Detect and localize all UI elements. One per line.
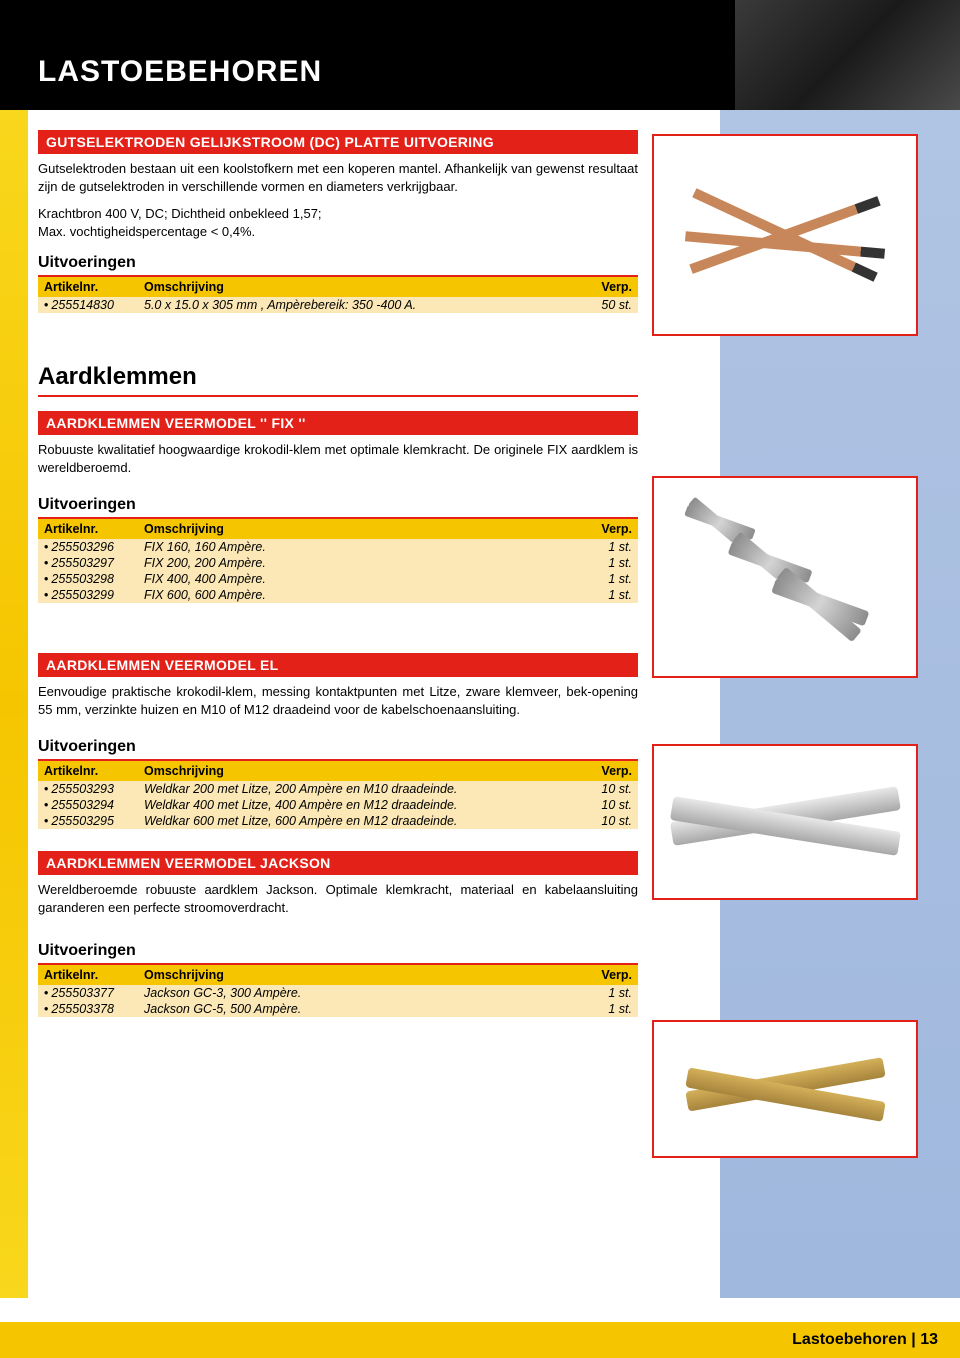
table-row: •255503297 FIX 200, 200 Ampère. 1 st. bbox=[38, 555, 638, 571]
cell-desc: Weldkar 600 met Litze, 600 Ampère en M12… bbox=[144, 814, 572, 828]
header-verp: Verp. bbox=[572, 968, 632, 982]
cell-desc: FIX 200, 200 Ampère. bbox=[144, 556, 572, 570]
cell-desc: Weldkar 400 met Litze, 400 Ampère en M12… bbox=[144, 798, 572, 812]
cell-verp: 1 st. bbox=[572, 540, 632, 554]
table-header: Artikelnr. Omschrijving Verp. bbox=[38, 519, 638, 539]
cell-verp: 50 st. bbox=[572, 298, 632, 312]
header-verp: Verp. bbox=[572, 764, 632, 778]
table-row: •255503298 FIX 400, 400 Ampère. 1 st. bbox=[38, 571, 638, 587]
cell-verp: 10 st. bbox=[572, 814, 632, 828]
left-stripe bbox=[0, 110, 28, 1298]
header-artikelnr: Artikelnr. bbox=[44, 968, 144, 982]
header-artikelnr: Artikelnr. bbox=[44, 280, 144, 294]
cell-desc: Jackson GC-3, 300 Ampère. bbox=[144, 986, 572, 1000]
header-verp: Verp. bbox=[572, 280, 632, 294]
cell-verp: 1 st. bbox=[572, 986, 632, 1000]
cell-verp: 1 st. bbox=[572, 556, 632, 570]
product-table: Artikelnr. Omschrijving Verp. •255503377… bbox=[38, 965, 638, 1017]
cell-artikelnr: •255503295 bbox=[44, 814, 144, 828]
table-header: Artikelnr. Omschrijving Verp. bbox=[38, 277, 638, 297]
page-title: LASTOEBEHOREN bbox=[38, 55, 322, 89]
header-omschrijving: Omschrijving bbox=[144, 764, 572, 778]
page-footer: Lastoebehoren | 13 bbox=[0, 1322, 960, 1358]
product-image-jackson-clamp bbox=[652, 1020, 918, 1158]
product-table: Artikelnr. Omschrijving Verp. •255514830… bbox=[38, 277, 638, 313]
table-row: •255503293 Weldkar 200 met Litze, 200 Am… bbox=[38, 781, 638, 797]
section-description: Gutselektroden bestaan uit een koolstofk… bbox=[38, 160, 638, 195]
section-description: Wereldberoemde robuuste aardklem Jackson… bbox=[38, 881, 638, 916]
cell-verp: 10 st. bbox=[572, 798, 632, 812]
section-title: AARDKLEMMEN VEERMODEL '' FIX '' bbox=[38, 411, 638, 435]
section-title: GUTSELEKTRODEN GELIJKSTROOM (DC) PLATTE … bbox=[38, 130, 638, 154]
uitvoeringen-heading: Uitvoeringen bbox=[38, 496, 638, 519]
category-title: Aardklemmen bbox=[38, 363, 638, 397]
uitvoeringen-heading: Uitvoeringen bbox=[38, 942, 638, 965]
table-header: Artikelnr. Omschrijving Verp. bbox=[38, 965, 638, 985]
cell-desc: FIX 600, 600 Ampère. bbox=[144, 588, 572, 602]
table-row: •255503378 Jackson GC-5, 500 Ampère. 1 s… bbox=[38, 1001, 638, 1017]
product-table: Artikelnr. Omschrijving Verp. •255503293… bbox=[38, 761, 638, 829]
section-title: AARDKLEMMEN VEERMODEL JACKSON bbox=[38, 851, 638, 875]
header-artikelnr: Artikelnr. bbox=[44, 764, 144, 778]
cell-artikelnr: •255503296 bbox=[44, 540, 144, 554]
header-omschrijving: Omschrijving bbox=[144, 280, 572, 294]
section-description: Eenvoudige praktische krokodil-klem, mes… bbox=[38, 683, 638, 718]
cell-verp: 1 st. bbox=[572, 1002, 632, 1016]
section-description: Robuuste kwalitatief hoogwaardige krokod… bbox=[38, 441, 638, 476]
table-row: •255503296 FIX 160, 160 Ampère. 1 st. bbox=[38, 539, 638, 555]
cell-artikelnr: •255503299 bbox=[44, 588, 144, 602]
cell-artikelnr: •255514830 bbox=[44, 298, 144, 312]
uitvoeringen-heading: Uitvoeringen bbox=[38, 738, 638, 761]
cell-artikelnr: •255503298 bbox=[44, 572, 144, 586]
section-spec: Krachtbron 400 V, DC; Dichtheid onbeklee… bbox=[38, 205, 638, 240]
table-row: •255503295 Weldkar 600 met Litze, 600 Am… bbox=[38, 813, 638, 829]
cell-verp: 1 st. bbox=[572, 572, 632, 586]
cell-verp: 1 st. bbox=[572, 588, 632, 602]
header-artikelnr: Artikelnr. bbox=[44, 522, 144, 536]
header-omschrijving: Omschrijving bbox=[144, 522, 572, 536]
cell-desc: Jackson GC-5, 500 Ampère. bbox=[144, 1002, 572, 1016]
header-image bbox=[735, 0, 960, 110]
table-row: •255503299 FIX 600, 600 Ampère. 1 st. bbox=[38, 587, 638, 603]
uitvoeringen-heading: Uitvoeringen bbox=[38, 254, 638, 277]
cell-desc: 5.0 x 15.0 x 305 mm , Ampèrebereik: 350 … bbox=[144, 298, 572, 312]
content-column: GUTSELEKTRODEN GELIJKSTROOM (DC) PLATTE … bbox=[38, 130, 638, 1017]
table-row: •255503377 Jackson GC-3, 300 Ampère. 1 s… bbox=[38, 985, 638, 1001]
cell-artikelnr: •255503377 bbox=[44, 986, 144, 1000]
header-omschrijving: Omschrijving bbox=[144, 968, 572, 982]
product-image-el-clamp bbox=[652, 744, 918, 900]
cell-artikelnr: •255503294 bbox=[44, 798, 144, 812]
table-row: •255514830 5.0 x 15.0 x 305 mm , Ampèreb… bbox=[38, 297, 638, 313]
cell-verp: 10 st. bbox=[572, 782, 632, 796]
product-image-electrodes bbox=[652, 134, 918, 336]
cell-desc: FIX 400, 400 Ampère. bbox=[144, 572, 572, 586]
footer-text: Lastoebehoren | 13 bbox=[792, 1331, 938, 1349]
cell-desc: Weldkar 200 met Litze, 200 Ampère en M10… bbox=[144, 782, 572, 796]
product-table: Artikelnr. Omschrijving Verp. •255503296… bbox=[38, 519, 638, 603]
header-verp: Verp. bbox=[572, 522, 632, 536]
cell-artikelnr: •255503297 bbox=[44, 556, 144, 570]
cell-desc: FIX 160, 160 Ampère. bbox=[144, 540, 572, 554]
table-header: Artikelnr. Omschrijving Verp. bbox=[38, 761, 638, 781]
cell-artikelnr: •255503378 bbox=[44, 1002, 144, 1016]
product-image-fix-clamps bbox=[652, 476, 918, 678]
top-bar: LASTOEBEHOREN bbox=[0, 0, 960, 110]
cell-artikelnr: •255503293 bbox=[44, 782, 144, 796]
section-title: AARDKLEMMEN VEERMODEL EL bbox=[38, 653, 638, 677]
table-row: •255503294 Weldkar 400 met Litze, 400 Am… bbox=[38, 797, 638, 813]
